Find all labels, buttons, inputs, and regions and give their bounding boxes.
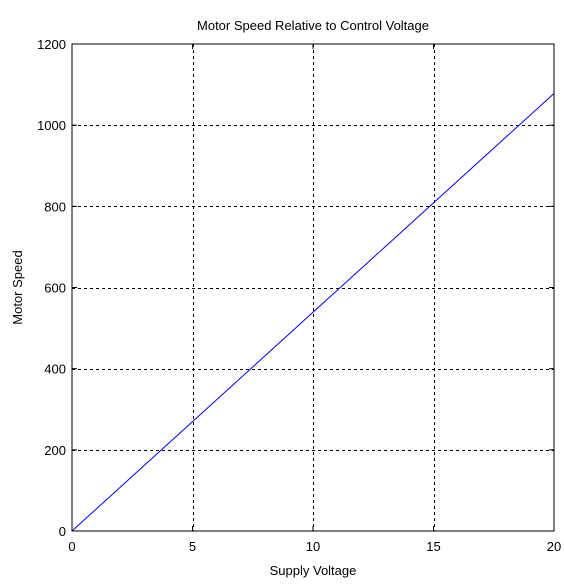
x-tick-label: 10 <box>306 539 320 554</box>
series-line <box>71 93 555 532</box>
grid <box>72 44 554 531</box>
y-tick-label: 0 <box>59 524 66 539</box>
y-tick-label: 600 <box>44 281 66 296</box>
y-tick-label: 400 <box>44 362 66 377</box>
x-tick-label: 15 <box>426 539 440 554</box>
series-layer <box>71 93 555 532</box>
x-tick-label: 0 <box>68 539 75 554</box>
y-tick-label: 800 <box>44 199 66 214</box>
x-tick-label: 20 <box>547 539 561 554</box>
y-tick-label: 1200 <box>37 37 66 52</box>
x-axis-label: Supply Voltage <box>270 563 357 578</box>
y-axis-label: Motor Speed <box>10 250 25 324</box>
x-tick-label: 5 <box>189 539 196 554</box>
y-tick-label: 200 <box>44 443 66 458</box>
y-tick-label: 1000 <box>37 118 66 133</box>
chart-title: Motor Speed Relative to Control Voltage <box>197 18 429 33</box>
